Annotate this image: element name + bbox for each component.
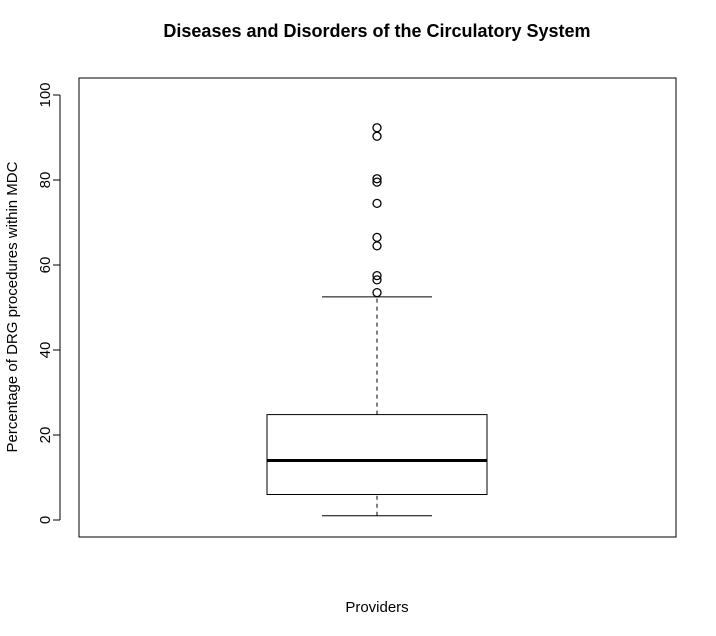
outlier-point: [372, 198, 382, 209]
boxplot: [266, 296, 488, 517]
y-axis-label: Percentage of DRG procedures within MDC: [4, 161, 21, 452]
chart-title: Diseases and Disorders of the Circulator…: [163, 21, 590, 41]
y-tick-label: 80: [37, 172, 54, 189]
y-axis: 0 20 40 60 80 100: [37, 82, 61, 524]
outlier-point: [372, 275, 382, 285]
outlier-point: [372, 270, 382, 281]
outliers: [372, 123, 382, 298]
outlier-point: [372, 241, 382, 251]
outlier-point: [372, 131, 382, 141]
y-tick-label: 0: [37, 516, 54, 524]
plot-frame: [78, 77, 677, 538]
y-tick-label: 40: [37, 342, 54, 359]
outlier-point: [372, 232, 382, 243]
outlier-point: [372, 123, 382, 133]
x-axis-label: Providers: [345, 599, 408, 616]
outlier-point: [372, 177, 382, 187]
y-tick-label: 100: [37, 82, 54, 107]
interquartile-box: [266, 414, 488, 496]
y-tick-label: 20: [37, 427, 54, 444]
outlier-point: [372, 174, 382, 184]
outlier-point: [372, 287, 382, 298]
y-tick-label: 60: [37, 257, 54, 274]
